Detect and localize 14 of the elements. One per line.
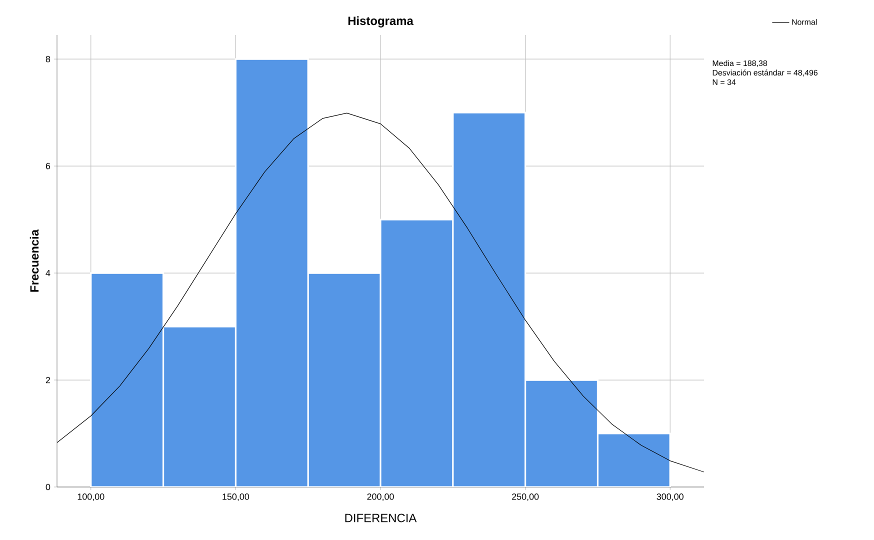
line-series bbox=[57, 112, 704, 472]
x-tick-label: 100,00 bbox=[78, 494, 104, 501]
y-tick-label: 0 bbox=[46, 484, 50, 490]
y-tick-label: 4 bbox=[46, 270, 50, 276]
x-tick-label: 250,00 bbox=[512, 494, 539, 501]
x-tick-label: 200,00 bbox=[367, 494, 394, 501]
y-axis-title: Frecuencia bbox=[30, 229, 39, 292]
x-tick-label: 300,00 bbox=[656, 494, 684, 501]
y-tick-label: 6 bbox=[46, 162, 50, 170]
chart-title: Histograma bbox=[348, 16, 414, 28]
y-tick-label: 8 bbox=[46, 56, 50, 62]
y-tick-label: 2 bbox=[46, 376, 50, 384]
x-tick-label: 150,00 bbox=[222, 494, 250, 501]
x-axis-title: DIFERENCIA bbox=[345, 514, 417, 522]
